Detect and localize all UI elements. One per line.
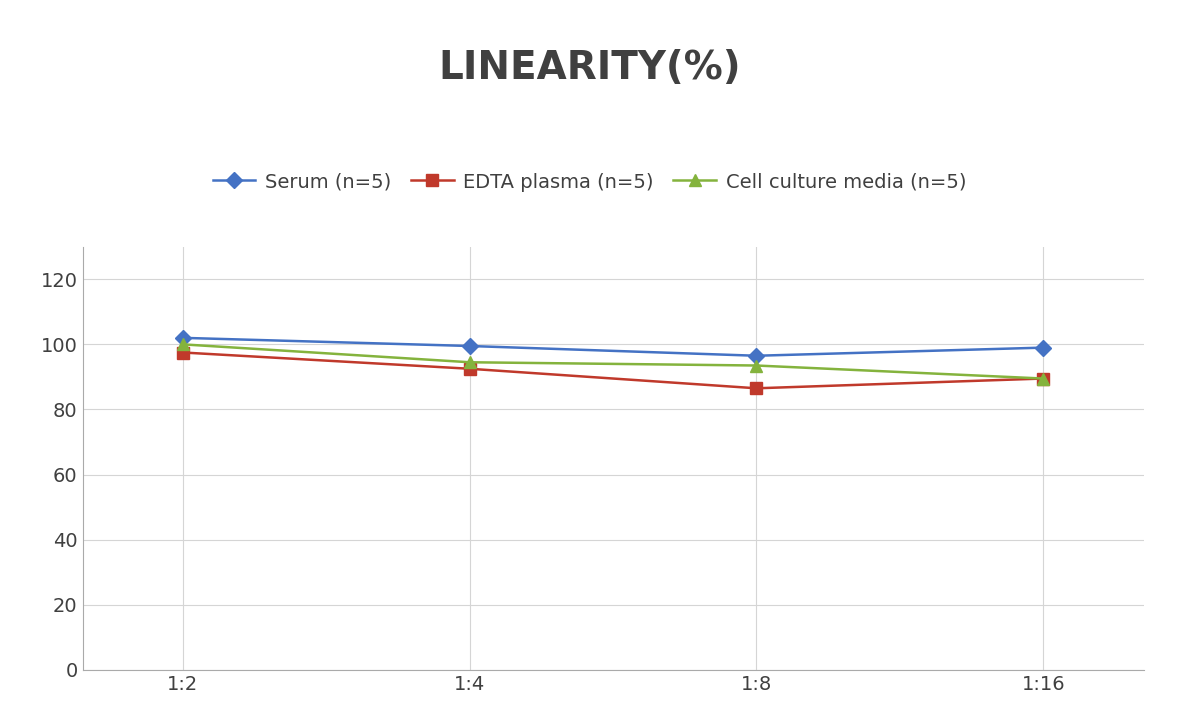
EDTA plasma (n=5): [1036, 374, 1050, 383]
Cell culture media (n=5): [462, 358, 476, 367]
Serum (n=5): [1036, 343, 1050, 352]
EDTA plasma (n=5): [176, 348, 190, 357]
EDTA plasma (n=5): [462, 364, 476, 373]
Cell culture media (n=5): [176, 340, 190, 348]
Cell culture media (n=5): [750, 361, 764, 369]
Text: LINEARITY(%): LINEARITY(%): [439, 49, 740, 87]
Line: Serum (n=5): Serum (n=5): [177, 332, 1049, 361]
Cell culture media (n=5): [1036, 374, 1050, 383]
Line: EDTA plasma (n=5): EDTA plasma (n=5): [177, 347, 1049, 394]
Legend: Serum (n=5), EDTA plasma (n=5), Cell culture media (n=5): Serum (n=5), EDTA plasma (n=5), Cell cul…: [205, 165, 974, 200]
EDTA plasma (n=5): [750, 384, 764, 393]
Serum (n=5): [176, 333, 190, 342]
Serum (n=5): [750, 352, 764, 360]
Serum (n=5): [462, 342, 476, 350]
Line: Cell culture media (n=5): Cell culture media (n=5): [177, 339, 1049, 384]
